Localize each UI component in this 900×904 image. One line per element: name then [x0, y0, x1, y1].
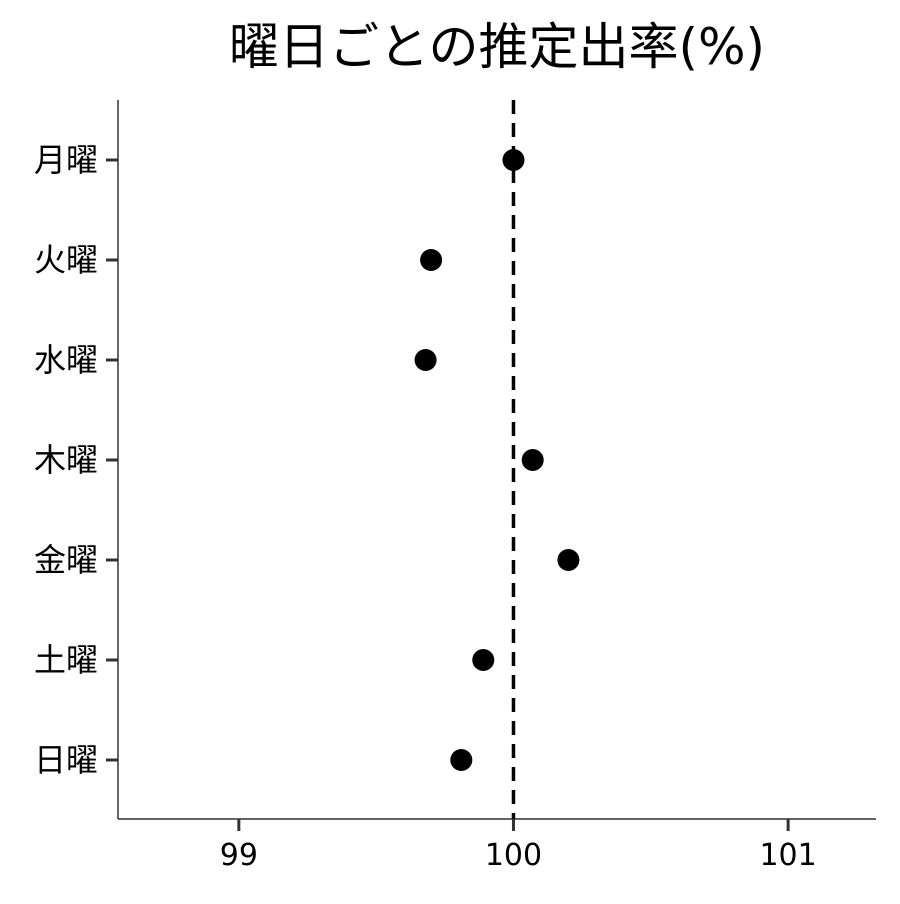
axes	[117, 100, 876, 820]
x-tick-label: 99	[220, 838, 258, 873]
data-point	[557, 549, 580, 571]
y-tick-label: 土曜	[34, 641, 98, 679]
x-tick-label: 101	[759, 838, 816, 873]
x-axis-ticks: 99 100 101	[220, 819, 817, 873]
x-tick-label: 100	[485, 838, 542, 873]
y-tick-label: 月曜	[34, 141, 98, 179]
y-tick-label: 金曜	[34, 541, 98, 579]
data-point	[450, 749, 473, 771]
y-tick-label: 火曜	[34, 241, 98, 279]
y-tick-label: 木曜	[34, 441, 98, 479]
data-point	[502, 149, 525, 171]
y-tick-label: 日曜	[34, 741, 98, 779]
data-point	[521, 449, 544, 471]
data-point	[420, 249, 443, 271]
data-point	[472, 649, 495, 671]
data-point	[414, 349, 437, 371]
chart-title: 曜日ごとの推定出率(%)	[229, 18, 765, 76]
data-points	[414, 149, 580, 771]
y-tick-label: 水曜	[34, 341, 98, 379]
